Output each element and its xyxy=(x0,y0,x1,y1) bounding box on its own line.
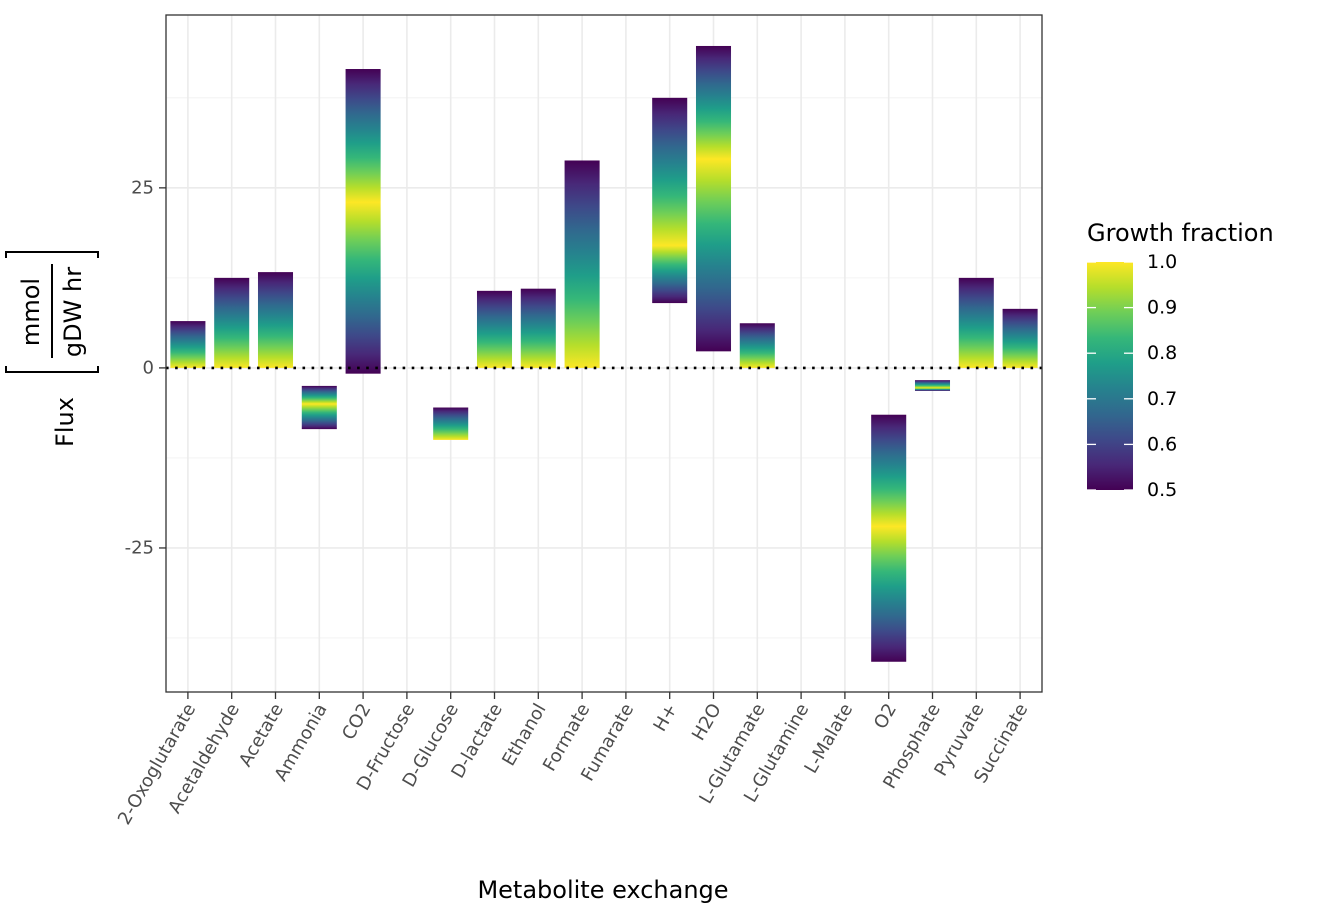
x-tick-label: 2-Oxoglutarate xyxy=(114,700,200,828)
bar-pyruvate xyxy=(958,277,994,368)
x-axis-title: Metabolite exchange xyxy=(477,876,728,904)
x-tick-label: H+ xyxy=(650,700,682,735)
bar-d-lactate xyxy=(476,290,513,368)
y-tick-label: -25 xyxy=(125,537,154,558)
y-axis-title-left-bracket xyxy=(5,366,99,373)
bar-formate xyxy=(564,160,600,368)
y-axis-title-denominator: gDW hr xyxy=(59,267,87,357)
legend-tick-label: 0.9 xyxy=(1147,297,1177,319)
x-tick-label: CO2 xyxy=(338,700,375,744)
bar-ammonia xyxy=(301,385,337,430)
grid-lines xyxy=(166,15,1042,692)
x-axis: 2-OxoglutarateAcetaldehydeAcetateAmmonia… xyxy=(114,692,1032,828)
bar-2-oxoglutarate xyxy=(170,321,206,368)
legend-tick-label: 0.5 xyxy=(1147,479,1177,501)
bar-l-glutamate xyxy=(739,323,775,368)
y-tick-label: 25 xyxy=(131,177,154,198)
bar-h2o xyxy=(695,45,732,352)
y-axis-title: Flux mmol gDW hr xyxy=(5,251,99,447)
bar-succinate xyxy=(1002,308,1038,368)
bar-series xyxy=(170,45,1038,662)
legend-tick-label: 0.6 xyxy=(1147,433,1177,455)
legend-tick-label: 0.7 xyxy=(1147,388,1177,410)
bar-o2 xyxy=(871,414,907,662)
bar-h- xyxy=(652,97,688,304)
y-axis-title-right-bracket xyxy=(5,251,99,258)
bar-acetaldehyde xyxy=(214,277,250,368)
y-tick-label: 0 xyxy=(143,357,154,378)
y-axis-title-prefix: Flux xyxy=(51,397,79,447)
bar-phosphate xyxy=(914,380,951,391)
bar-co2 xyxy=(345,69,381,374)
legend: Growth fraction 1.0 0.9 0.8 0.7 0.6 0.5 xyxy=(1087,219,1274,501)
x-tick-label: H2O xyxy=(688,700,726,744)
legend-title: Growth fraction xyxy=(1087,219,1274,247)
bar-ethanol xyxy=(520,288,556,368)
plot-panel-border xyxy=(165,14,1043,693)
legend-colorbar xyxy=(1087,262,1133,490)
bar-acetate xyxy=(257,272,294,368)
x-tick-label: O2 xyxy=(870,700,901,733)
bar-d-glucose xyxy=(433,407,469,440)
y-axis: -25 0 25 xyxy=(125,177,166,558)
y-axis-title-numerator: mmol xyxy=(17,278,45,346)
legend-tick-label: 1.0 xyxy=(1147,251,1177,273)
legend-tick-label: 0.8 xyxy=(1147,342,1177,364)
